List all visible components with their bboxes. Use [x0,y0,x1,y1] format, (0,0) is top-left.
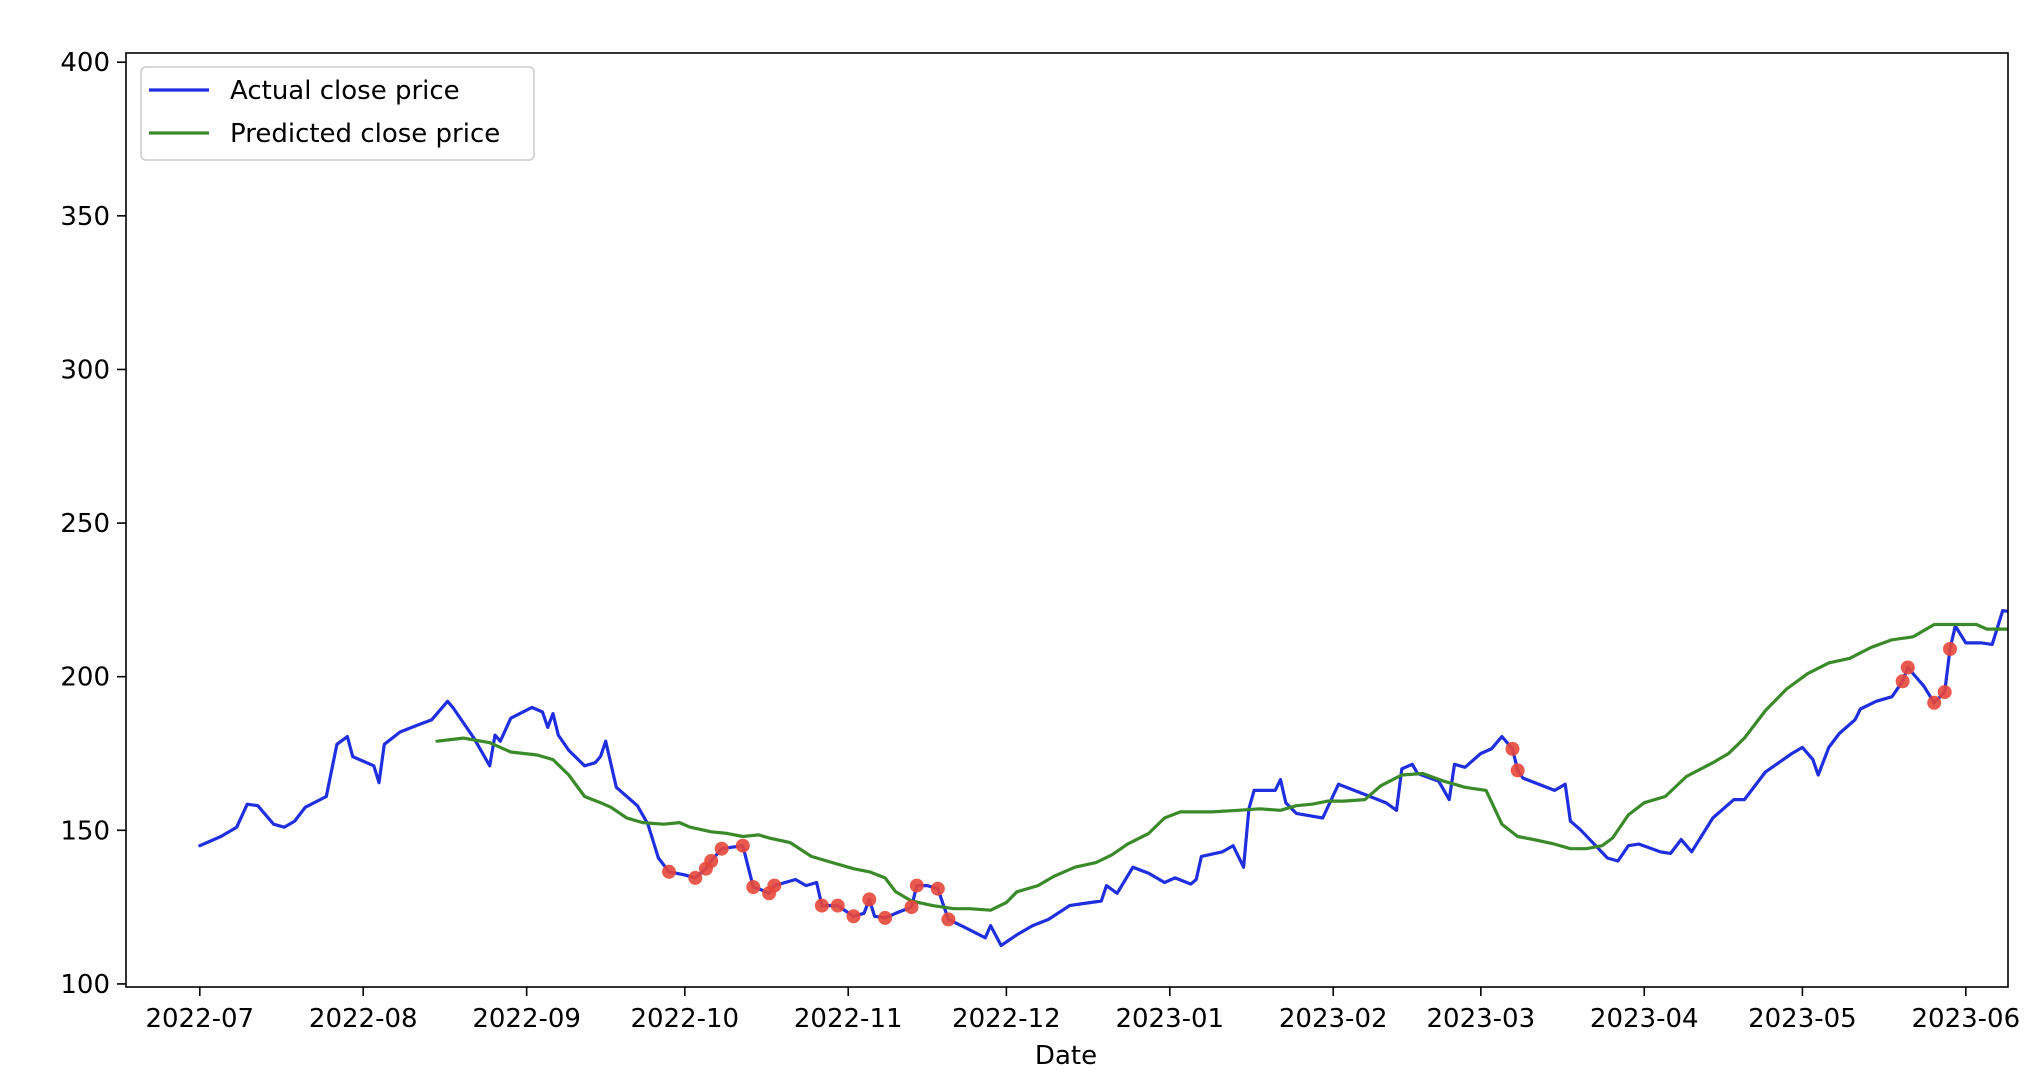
x-tick-label: 2023-06 [1912,1004,2021,1034]
x-tick-label: 2023-04 [1590,1004,1699,1034]
plot-frame [125,52,2009,988]
highlight-point [830,898,845,913]
series-line-actual [198,608,2008,948]
highlight-point [688,870,703,885]
highlight-point [904,900,919,915]
x-tick-label: 2023-01 [1115,1004,1224,1034]
axes: 100 150 200 250 300 350 400 2022-07 2022-08 2022-… [60,48,2020,1034]
x-tick-label: 2023-03 [1427,1004,1536,1034]
x-axis-label: Date [1035,1041,1097,1071]
highlight-point [930,881,945,896]
highlight-point [714,841,729,856]
highlight-point [1900,660,1915,675]
y-tick-label: 150 [60,816,110,846]
highlight-point [846,909,861,924]
series-line-predicted [435,622,2008,912]
highlight-point [662,864,676,879]
x-tick-label: 2023-02 [1279,1004,1388,1034]
legend: Actual close price Predicted close price [140,66,535,161]
y-tick-label: 200 [60,663,110,693]
x-tick-label: 2023-05 [1748,1004,1857,1034]
highlight-point [941,912,956,927]
highlight-point [878,910,893,925]
highlight-markers [662,642,1957,927]
highlight-point [909,878,924,893]
highlight-point [1927,695,1942,710]
highlight-point [1937,685,1952,700]
x-tick-label: 2022-09 [472,1004,581,1034]
plot-area [198,608,2008,948]
x-tick-label: 2022-11 [794,1004,903,1034]
highlight-point [1895,674,1910,689]
x-tick-label: 2022-12 [952,1004,1061,1034]
legend-box [140,66,535,161]
highlight-point [1505,741,1520,756]
highlight-point [862,892,877,907]
highlight-point [704,854,719,868]
y-tick-label: 100 [60,970,110,1000]
y-tick-label: 250 [60,509,110,539]
highlight-point [746,880,761,895]
x-tick-label: 2022-08 [309,1004,418,1034]
highlight-point [735,838,750,853]
highlight-point [814,898,829,913]
y-tick-label: 300 [60,355,110,385]
highlight-point [1510,763,1525,778]
x-tick-label: 2022-07 [145,1004,254,1034]
highlight-point [767,878,782,893]
legend-label-actual: Actual close price [230,76,460,106]
y-tick-label: 350 [60,202,110,232]
x-tick-label: 2022-10 [630,1004,739,1034]
highlight-point [1943,642,1957,656]
legend-label-predicted: Predicted close price [230,119,500,149]
y-tick-label: 400 [60,48,110,78]
